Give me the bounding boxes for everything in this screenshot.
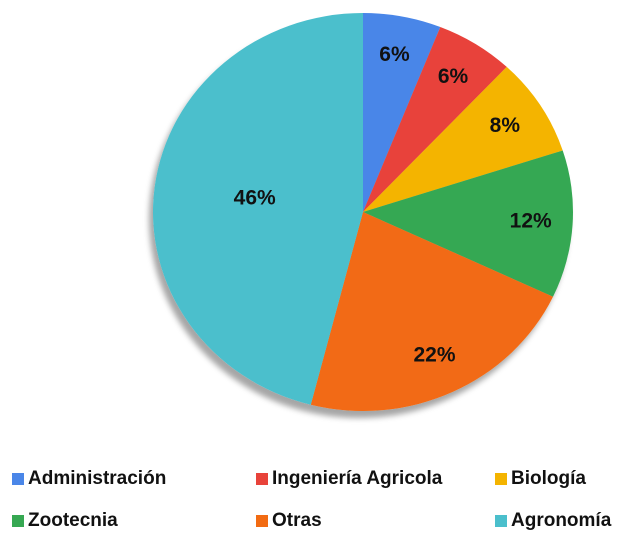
pie-slice <box>363 26 507 212</box>
legend-label: Otras <box>272 510 322 531</box>
data-label: 12% <box>510 210 552 233</box>
legend-swatch <box>12 473 24 485</box>
pie-slice <box>153 13 363 405</box>
data-label: 8% <box>490 114 521 137</box>
data-label: 22% <box>414 344 456 367</box>
legend-swatch <box>495 473 507 485</box>
legend-label: Agronomía <box>511 510 612 531</box>
legend-label: Biología <box>511 468 586 489</box>
data-label: 6% <box>379 43 410 66</box>
legend-label: Ingeniería Agricola <box>272 468 443 489</box>
legend-label: Administración <box>28 468 166 489</box>
legend-swatch <box>495 515 507 527</box>
legend-swatch <box>256 473 268 485</box>
pie-slice <box>310 212 554 411</box>
legend-swatch <box>12 515 24 527</box>
legend-label: Zootecnia <box>28 510 118 531</box>
pie <box>153 13 573 411</box>
data-label: 6% <box>438 65 469 88</box>
legend-swatch <box>256 515 268 527</box>
pie-slice <box>363 13 441 212</box>
pie-slice <box>363 150 573 297</box>
pie-slice <box>363 66 563 212</box>
data-label: 46% <box>234 187 276 210</box>
